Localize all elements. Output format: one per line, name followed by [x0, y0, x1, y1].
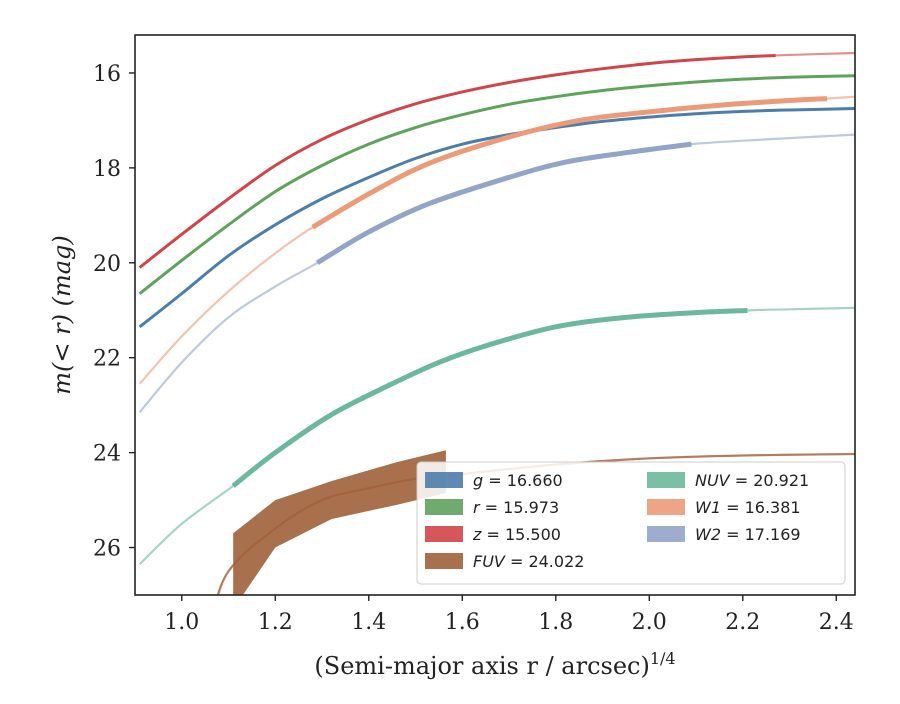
- x-tick-label: 1.0: [164, 610, 199, 635]
- legend-swatch-w1: [647, 499, 685, 515]
- y-tick-label: 26: [93, 537, 121, 562]
- legend-swatch-z: [425, 526, 463, 542]
- series-r-line: [138, 74, 855, 295]
- y-tick-label: 18: [93, 157, 121, 182]
- legend-label-z: z = 15.500: [472, 525, 561, 544]
- x-axis-label-text: (Semi-major axis r / arcsec): [314, 652, 649, 680]
- x-tick-label: 1.2: [258, 610, 293, 635]
- series-fuv-band: [233, 450, 446, 595]
- x-tick-label: 1.4: [351, 610, 386, 635]
- legend-label-nuv: NUV = 20.921: [695, 471, 809, 490]
- legend-swatch-w2: [647, 526, 685, 542]
- series-w1-line: [311, 96, 828, 230]
- legend-swatch-nuv: [647, 472, 685, 488]
- legend-box: [416, 461, 846, 585]
- x-tick-label: 2.2: [725, 610, 760, 635]
- x-axis-label-exponent: 1/4: [650, 649, 676, 668]
- x-tick-label: 2.4: [819, 610, 854, 635]
- series-w2-line: [316, 141, 692, 265]
- x-axis-label: (Semi-major axis r / arcsec)1/4: [314, 649, 675, 680]
- legend-swatch-g: [425, 472, 463, 488]
- y-axis: 16 18 20 22 24 26: [93, 62, 135, 562]
- legend-label-w1: W1 = 16.381: [695, 498, 801, 517]
- y-tick-label: 20: [93, 252, 121, 277]
- plot-frame: [134, 34, 856, 596]
- series-w2-faint-line: [138, 133, 855, 413]
- y-tick-label: 16: [93, 62, 121, 87]
- legend-swatch-r: [425, 499, 463, 515]
- series-z-line: [138, 54, 776, 269]
- legend-label-fuv: FUV = 24.022: [473, 552, 584, 571]
- y-tick-label: 22: [93, 347, 121, 372]
- series-g-line: [138, 107, 855, 329]
- x-tick-label: 1.6: [445, 610, 480, 635]
- legend-swatch-fuv: [425, 553, 463, 569]
- legend-label-r: r = 15.973: [473, 498, 559, 517]
- x-tick-label: 1.8: [538, 610, 573, 635]
- legend-label-g: g = 16.660: [473, 471, 563, 490]
- y-axis-label: m(< r) (mag): [48, 235, 76, 394]
- plot-area: [138, 51, 855, 595]
- series-fuv-median-line: [216, 453, 855, 595]
- x-axis: 1.0 1.2 1.4 1.6 1.8 2.0 2.2 2.4: [164, 595, 854, 635]
- series-nuv-line: [231, 307, 748, 488]
- y-tick-label: 24: [93, 442, 121, 467]
- legend-label-w2: W2 = 17.169: [695, 525, 801, 544]
- x-tick-label: 2.0: [632, 610, 667, 635]
- legend: g = 16.660 r = 15.973 z = 15.500 FUV = 24.0…: [416, 461, 846, 585]
